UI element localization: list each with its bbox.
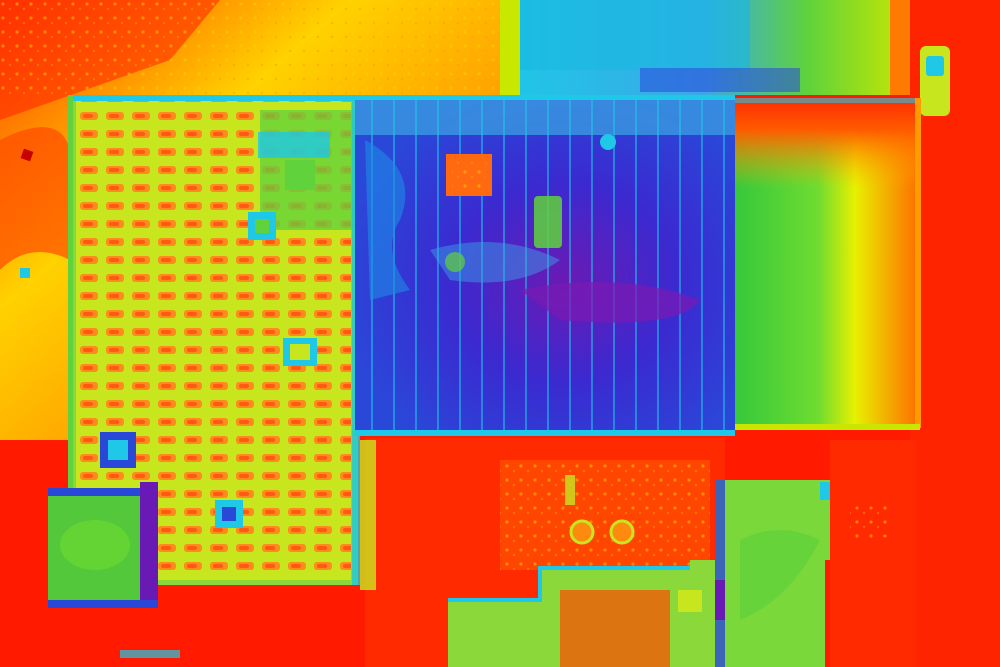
roof-skylight bbox=[534, 196, 562, 248]
roof-vent bbox=[258, 132, 330, 158]
roof-fan bbox=[609, 519, 635, 545]
roof-fan bbox=[569, 519, 595, 545]
